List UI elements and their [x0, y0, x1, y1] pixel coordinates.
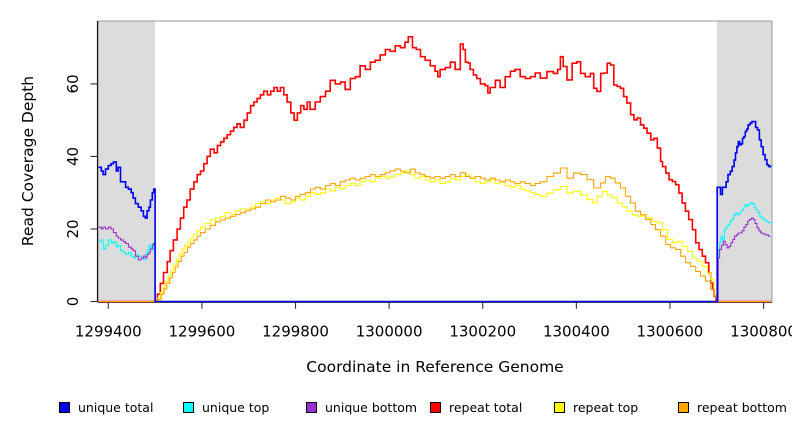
x-tick-label: 1299800: [262, 323, 329, 341]
series-unique-top: [98, 201, 771, 303]
legend-swatch: [59, 401, 70, 413]
legend-item-unique-total: unique total: [59, 397, 153, 417]
shaded-region: [98, 21, 156, 302]
x-tick-label: 1300800: [730, 323, 792, 341]
x-tick-label: 1300000: [356, 323, 423, 341]
legend-label: repeat total: [449, 399, 523, 415]
legend-label: unique bottom: [325, 399, 418, 415]
legend-item-repeat-bottom: repeat bottom: [678, 397, 787, 417]
series-unique-total: [98, 120, 772, 303]
legend-label: repeat bottom: [697, 399, 787, 415]
legend-item-unique-bottom: unique bottom: [306, 397, 417, 417]
legend-label: repeat top: [573, 399, 639, 415]
x-tick-label: 1300600: [637, 323, 704, 341]
legend-swatch: [554, 401, 565, 413]
y-tick-label: 60: [64, 74, 82, 93]
legend-swatch: [678, 401, 689, 413]
shaded-regions: [98, 21, 772, 302]
legend-item-unique-top: unique top: [183, 397, 269, 417]
axes: 1299400 1299600 1299800 1300000 1300200 13004…: [64, 74, 792, 340]
y-tick-label: 0: [64, 297, 82, 307]
series-repeat-top: [98, 170, 771, 303]
x-tick-label: 1300400: [543, 323, 610, 341]
series-unique-bottom: [98, 217, 771, 303]
series-repeat-bottom: [98, 167, 771, 303]
series-repeat-total: [98, 36, 771, 303]
legend-label: unique top: [202, 399, 270, 415]
legend-item-repeat-top: repeat top: [554, 397, 638, 417]
legend-item-repeat-total: repeat total: [430, 397, 522, 417]
y-axis-title: Read Coverage Depth: [19, 76, 37, 246]
plot-border: [97, 20, 773, 303]
y-tick-label: 20: [64, 219, 82, 238]
x-tick-label: 1300200: [449, 323, 516, 341]
x-tick-label: 1299400: [75, 323, 142, 341]
shaded-region: [716, 21, 772, 302]
legend-swatch: [306, 401, 317, 413]
legend: unique total unique top unique bottom repea…: [0, 397, 792, 419]
x-axis-title: Coordinate in Reference Genome: [306, 358, 563, 376]
x-tick-label: 1299600: [169, 323, 236, 341]
series-lines: [98, 36, 772, 303]
legend-label: unique total: [78, 399, 154, 415]
legend-swatch: [430, 401, 441, 413]
plot-frame: [96, 20, 773, 303]
legend-swatch: [183, 401, 194, 413]
y-tick-label: 40: [64, 147, 82, 166]
